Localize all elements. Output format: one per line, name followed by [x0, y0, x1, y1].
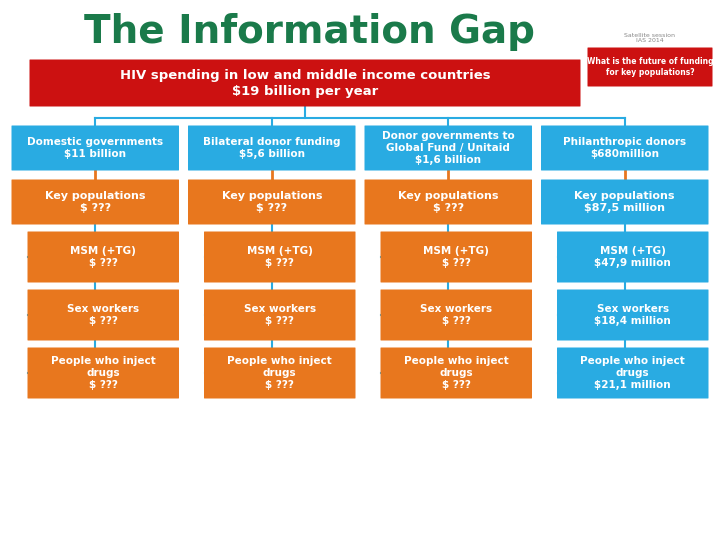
- Text: MSM (+TG)
$47,9 million: MSM (+TG) $47,9 million: [595, 246, 671, 268]
- FancyBboxPatch shape: [541, 125, 708, 171]
- Text: MSM (+TG)
$ ???: MSM (+TG) $ ???: [71, 246, 136, 268]
- FancyBboxPatch shape: [27, 289, 179, 341]
- Text: Key populations
$ ???: Key populations $ ???: [45, 191, 145, 213]
- FancyBboxPatch shape: [364, 179, 532, 225]
- Text: Philanthropic donors
$680million: Philanthropic donors $680million: [563, 137, 686, 159]
- Text: Key populations
$ ???: Key populations $ ???: [398, 191, 498, 213]
- FancyBboxPatch shape: [204, 348, 356, 399]
- Text: Bilateral donor funding
$5,6 billion: Bilateral donor funding $5,6 billion: [203, 137, 341, 159]
- FancyBboxPatch shape: [204, 232, 356, 282]
- Text: Sex workers
$ ???: Sex workers $ ???: [420, 304, 492, 326]
- Text: Key populations
$ ???: Key populations $ ???: [222, 191, 322, 213]
- FancyBboxPatch shape: [557, 348, 708, 399]
- Text: Sex workers
$ ???: Sex workers $ ???: [67, 304, 139, 326]
- FancyBboxPatch shape: [12, 125, 179, 171]
- FancyBboxPatch shape: [380, 289, 532, 341]
- Text: Donor governments to
Global Fund / Unitaid
$1,6 billion: Donor governments to Global Fund / Unita…: [382, 131, 515, 165]
- Text: What is the future of funding
for key populations?: What is the future of funding for key po…: [587, 57, 714, 77]
- FancyBboxPatch shape: [380, 348, 532, 399]
- Text: Domestic governments
$11 billion: Domestic governments $11 billion: [27, 137, 163, 159]
- FancyBboxPatch shape: [30, 59, 580, 106]
- Text: HIV spending in low and middle income countries
$19 billion per year: HIV spending in low and middle income co…: [120, 69, 490, 98]
- FancyBboxPatch shape: [188, 179, 356, 225]
- Text: MSM (+TG)
$ ???: MSM (+TG) $ ???: [423, 246, 489, 268]
- FancyBboxPatch shape: [12, 179, 179, 225]
- Text: The Information Gap: The Information Gap: [84, 13, 536, 51]
- FancyBboxPatch shape: [588, 48, 713, 86]
- FancyBboxPatch shape: [27, 232, 179, 282]
- Text: Sex workers
$18,4 million: Sex workers $18,4 million: [595, 304, 671, 326]
- Text: Satellite session
IAS 2014: Satellite session IAS 2014: [624, 32, 675, 43]
- FancyBboxPatch shape: [364, 125, 532, 171]
- Text: People who inject
drugs
$ ???: People who inject drugs $ ???: [51, 356, 156, 390]
- Text: Sex workers
$ ???: Sex workers $ ???: [243, 304, 316, 326]
- Text: People who inject
drugs
$21,1 million: People who inject drugs $21,1 million: [580, 356, 685, 390]
- FancyBboxPatch shape: [204, 289, 356, 341]
- FancyBboxPatch shape: [541, 179, 708, 225]
- FancyBboxPatch shape: [188, 125, 356, 171]
- FancyBboxPatch shape: [557, 232, 708, 282]
- Text: People who inject
drugs
$ ???: People who inject drugs $ ???: [228, 356, 332, 390]
- Text: MSM (+TG)
$ ???: MSM (+TG) $ ???: [247, 246, 312, 268]
- Text: Key populations
$87,5 million: Key populations $87,5 million: [575, 191, 675, 213]
- Text: People who inject
drugs
$ ???: People who inject drugs $ ???: [404, 356, 508, 390]
- FancyBboxPatch shape: [557, 289, 708, 341]
- FancyBboxPatch shape: [27, 348, 179, 399]
- FancyBboxPatch shape: [380, 232, 532, 282]
